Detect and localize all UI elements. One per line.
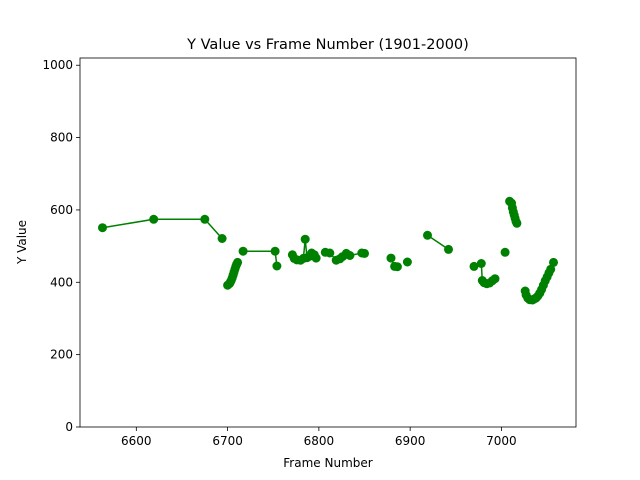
x-tick-label: 6700	[212, 434, 243, 448]
data-point	[200, 214, 210, 224]
y-tick-label: 200	[50, 348, 73, 362]
y-tick-label: 400	[50, 275, 73, 289]
data-point	[360, 248, 369, 258]
x-tick-label: 6900	[395, 434, 426, 448]
data-point	[98, 223, 107, 233]
y-tick-label: 800	[50, 131, 73, 145]
x-ticks: 6600 6700 6800 6900 7000	[121, 427, 517, 448]
data-point	[238, 246, 248, 256]
series-line	[102, 218, 223, 240]
data-point	[217, 234, 227, 243]
data-point	[512, 218, 522, 228]
data-point	[490, 274, 500, 284]
data-point	[444, 244, 453, 254]
data-point	[549, 257, 558, 267]
data-point	[402, 257, 412, 267]
data-point	[386, 253, 396, 263]
plot-frame	[79, 57, 577, 428]
data-point	[476, 259, 486, 268]
data-point	[300, 234, 310, 244]
y-tick-label: 600	[50, 203, 73, 217]
x-tick-label: 6600	[121, 434, 152, 448]
data-point	[546, 264, 556, 274]
data-point	[392, 262, 402, 272]
data-point	[469, 261, 479, 271]
data-point	[272, 261, 282, 271]
data-point	[345, 251, 355, 260]
plot-area	[79, 57, 577, 428]
y-tick-label: 1000	[42, 58, 73, 72]
data-point	[423, 230, 432, 240]
x-tick-label: 7000	[486, 434, 517, 448]
data-point	[270, 246, 280, 256]
chart-title: Y Value vs Frame Number (1901-2000)	[186, 37, 469, 53]
data-point	[325, 248, 335, 258]
data-point	[500, 247, 510, 257]
data-point	[311, 253, 321, 263]
y-tick-label: 0	[65, 420, 73, 434]
y-axis-label: Y Value	[15, 220, 29, 265]
y-ticks: 0 200 400 600 800 1000	[42, 58, 80, 434]
data-point	[149, 214, 159, 224]
x-tick-label: 6800	[304, 434, 335, 448]
series-group	[98, 196, 558, 305]
x-axis-label: Frame Number	[283, 456, 372, 470]
data-point	[233, 257, 243, 267]
